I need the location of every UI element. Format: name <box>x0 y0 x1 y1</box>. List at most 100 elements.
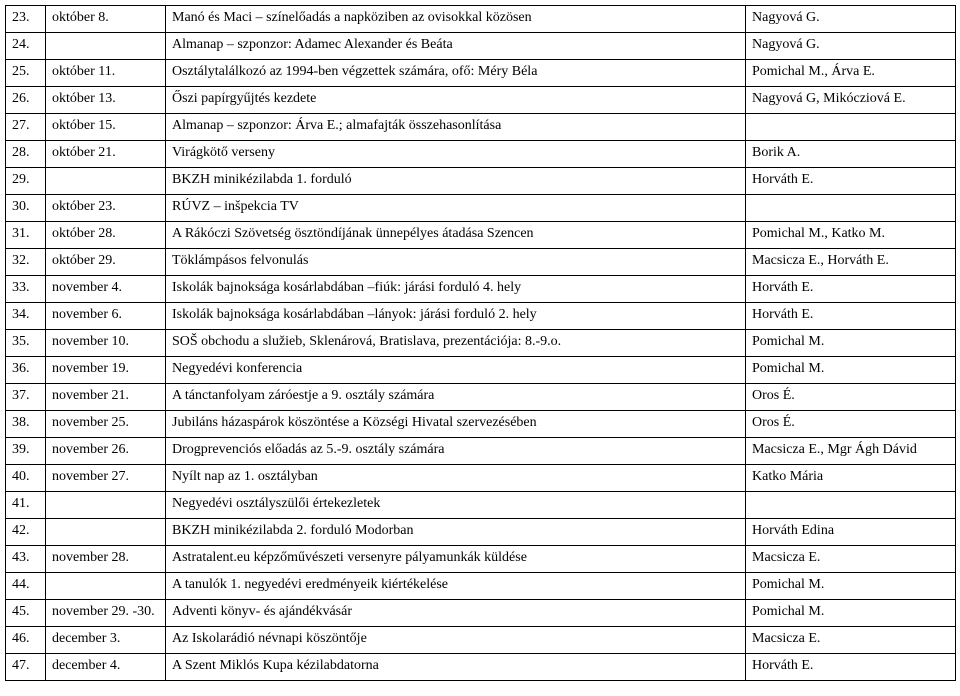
table-row: 26.október 13.Őszi papírgyűjtés kezdeteN… <box>6 87 956 114</box>
table-row: 41. Negyedévi osztályszülői értekezletek <box>6 492 956 519</box>
row-date: november 29. -30. <box>46 600 166 627</box>
row-event: Osztálytalálkozó az 1994-ben végzettek s… <box>166 60 746 87</box>
table-row: 25.október 11.Osztálytalálkozó az 1994-b… <box>6 60 956 87</box>
table-row: 29.BKZH minikézilabda 1. fordulóHorváth … <box>6 168 956 195</box>
table-row: 35.november 10.SOŠ obchodu a služieb, Sk… <box>6 330 956 357</box>
row-event: Manó és Maci – színelőadás a napköziben … <box>166 6 746 33</box>
row-number: 47. <box>6 654 46 681</box>
row-person: Pomichal M. <box>746 600 956 627</box>
row-date: október 21. <box>46 141 166 168</box>
row-event: Almanap – szponzor: Árva E.; almafajták … <box>166 114 746 141</box>
row-number: 40. <box>6 465 46 492</box>
row-person: Horváth Edina <box>746 519 956 546</box>
row-number: 33. <box>6 276 46 303</box>
row-number: 46. <box>6 627 46 654</box>
row-number: 38. <box>6 411 46 438</box>
table-row: 44.A tanulók 1. negyedévi eredményeik ki… <box>6 573 956 600</box>
row-event: Adventi könyv- és ajándékvásár <box>166 600 746 627</box>
row-event: Virágkötő verseny <box>166 141 746 168</box>
row-event: Jubiláns házaspárok köszöntése a Községi… <box>166 411 746 438</box>
table-row: 38.november 25.Jubiláns házaspárok köszö… <box>6 411 956 438</box>
row-date: november 10. <box>46 330 166 357</box>
row-date <box>46 573 166 600</box>
row-event: Iskolák bajnoksága kosárlabdában –lányok… <box>166 303 746 330</box>
row-date: október 11. <box>46 60 166 87</box>
row-person: Horváth E. <box>746 303 956 330</box>
row-person: Nagyová G, Mikócziová E. <box>746 87 956 114</box>
table-row: 28.október 21.Virágkötő versenyBorik A. <box>6 141 956 168</box>
row-date: november 21. <box>46 384 166 411</box>
table-row: 30.október 23.RÚVZ – inšpekcia TV <box>6 195 956 222</box>
row-number: 42. <box>6 519 46 546</box>
row-person: Nagyová G. <box>746 33 956 60</box>
row-person: Pomichal M., Katko M. <box>746 222 956 249</box>
row-number: 29. <box>6 168 46 195</box>
row-person: Katko Mária <box>746 465 956 492</box>
row-number: 27. <box>6 114 46 141</box>
row-date: október 23. <box>46 195 166 222</box>
row-person: Horváth E. <box>746 276 956 303</box>
row-event: Negyedévi osztályszülői értekezletek <box>166 492 746 519</box>
row-person: Oros É. <box>746 384 956 411</box>
row-date: október 28. <box>46 222 166 249</box>
table-row: 27.október 15.Almanap – szponzor: Árva E… <box>6 114 956 141</box>
table-row: 43.november 28.Astratalent.eu képzőművés… <box>6 546 956 573</box>
row-number: 25. <box>6 60 46 87</box>
row-number: 36. <box>6 357 46 384</box>
row-number: 35. <box>6 330 46 357</box>
row-number: 32. <box>6 249 46 276</box>
row-date: november 27. <box>46 465 166 492</box>
table-row: 40.november 27.Nyílt nap az 1. osztályba… <box>6 465 956 492</box>
events-table: 23.október 8.Manó és Maci – színelőadás … <box>5 5 956 681</box>
row-date: november 6. <box>46 303 166 330</box>
row-number: 26. <box>6 87 46 114</box>
row-event: A tánctanfolyam záróestje a 9. osztály s… <box>166 384 746 411</box>
row-event: BKZH minikézilabda 2. forduló Modorban <box>166 519 746 546</box>
row-person <box>746 114 956 141</box>
row-date: november 25. <box>46 411 166 438</box>
row-event: SOŠ obchodu a služieb, Sklenárová, Brati… <box>166 330 746 357</box>
row-date: november 4. <box>46 276 166 303</box>
row-event: Drogprevenciós előadás az 5.-9. osztály … <box>166 438 746 465</box>
row-date <box>46 33 166 60</box>
row-event: A Szent Miklós Kupa kézilabdatorna <box>166 654 746 681</box>
table-row: 32.október 29.Töklámpásos felvonulásMacs… <box>6 249 956 276</box>
row-event: Az Iskolarádió névnapi köszöntője <box>166 627 746 654</box>
row-date: október 13. <box>46 87 166 114</box>
row-number: 30. <box>6 195 46 222</box>
table-row: 46.december 3.Az Iskolarádió névnapi kös… <box>6 627 956 654</box>
row-date: október 15. <box>46 114 166 141</box>
row-date: december 4. <box>46 654 166 681</box>
row-person <box>746 492 956 519</box>
row-number: 41. <box>6 492 46 519</box>
row-date: november 28. <box>46 546 166 573</box>
row-event: A Rákóczi Szövetség ösztöndíjának ünnepé… <box>166 222 746 249</box>
row-person: Pomichal M. <box>746 330 956 357</box>
row-event: Astratalent.eu képzőművészeti versenyre … <box>166 546 746 573</box>
table-row: 24.Almanap – szponzor: Adamec Alexander … <box>6 33 956 60</box>
row-person: Pomichal M., Árva E. <box>746 60 956 87</box>
table-row: 37.november 21.A tánctanfolyam záróestje… <box>6 384 956 411</box>
row-person: Macsicza E., Mgr Ágh Dávid <box>746 438 956 465</box>
row-person: Macsicza E. <box>746 627 956 654</box>
row-number: 34. <box>6 303 46 330</box>
row-person: Nagyová G. <box>746 6 956 33</box>
row-number: 39. <box>6 438 46 465</box>
row-date: november 19. <box>46 357 166 384</box>
row-number: 43. <box>6 546 46 573</box>
table-row: 36.november 19.Negyedévi konferenciaPomi… <box>6 357 956 384</box>
row-person: Pomichal M. <box>746 357 956 384</box>
table-row: 23.október 8.Manó és Maci – színelőadás … <box>6 6 956 33</box>
row-number: 37. <box>6 384 46 411</box>
row-person: Horváth E. <box>746 168 956 195</box>
row-date: október 8. <box>46 6 166 33</box>
row-number: 23. <box>6 6 46 33</box>
table-row: 34.november 6.Iskolák bajnoksága kosárla… <box>6 303 956 330</box>
table-row: 47.december 4.A Szent Miklós Kupa kézila… <box>6 654 956 681</box>
row-date <box>46 492 166 519</box>
row-number: 24. <box>6 33 46 60</box>
row-person: Macsicza E., Horváth E. <box>746 249 956 276</box>
row-date <box>46 519 166 546</box>
row-person: Borik A. <box>746 141 956 168</box>
row-date: október 29. <box>46 249 166 276</box>
